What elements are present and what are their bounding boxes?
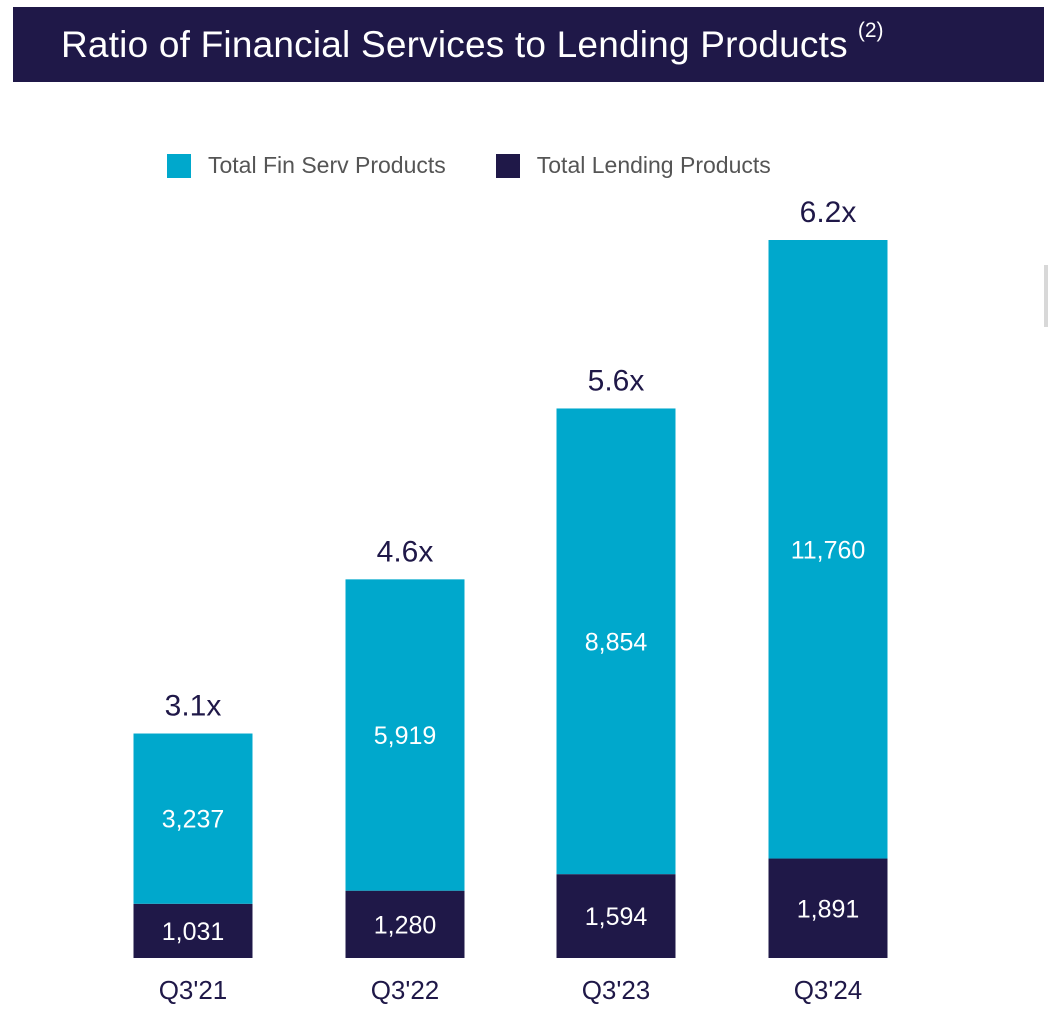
data-label-lending-2: 1,594 <box>585 903 648 931</box>
chart-title: Ratio of Financial Services to Lending P… <box>61 23 848 65</box>
legend-item-lending: Total Lending Products <box>495 152 771 179</box>
legend-swatch-fin-serv <box>167 153 191 178</box>
chart-legend: Total Fin Serv Products Total Lending Pr… <box>167 152 771 179</box>
x-tick-label-0: Q3'21 <box>159 975 228 1005</box>
data-label-fin-serv-3: 11,760 <box>791 536 866 564</box>
legend-item-fin-serv: Total Fin Serv Products <box>167 152 446 179</box>
x-tick-label-2: Q3'23 <box>582 975 651 1005</box>
legend-label-fin-serv: Total Fin Serv Products <box>208 152 446 178</box>
bar-fin-serv-3 <box>768 240 888 859</box>
data-label-lending-0: 1,031 <box>162 918 225 946</box>
bar-lending-1 <box>345 890 465 958</box>
data-label-lending-3: 1,891 <box>797 895 860 923</box>
data-label-lending-1: 1,280 <box>374 911 437 939</box>
bar-lending-2 <box>556 874 676 958</box>
x-tick-label-1: Q3'22 <box>371 975 440 1005</box>
ratio-label-1: 4.6x <box>377 535 434 568</box>
legend-label-lending: Total Lending Products <box>536 152 771 178</box>
chart-title-bar: Ratio of Financial Services to Lending P… <box>13 7 1044 82</box>
chart-title-footnote: (2) <box>857 18 884 42</box>
bar-fin-serv-2 <box>556 408 676 875</box>
bar-fin-serv-1 <box>345 579 465 891</box>
bar-fin-serv-0 <box>133 733 253 904</box>
bar-lending-0 <box>133 903 253 958</box>
data-label-fin-serv-0: 3,237 <box>162 806 225 834</box>
bar-lending-3 <box>768 858 888 958</box>
ratio-label-0: 3.1x <box>165 690 222 723</box>
ratio-label-3: 6.2x <box>800 196 857 229</box>
scrollbar-thumb <box>1044 265 1048 327</box>
x-tick-label-3: Q3'24 <box>794 975 863 1005</box>
ratio-label-2: 5.6x <box>588 364 645 397</box>
data-label-fin-serv-1: 5,919 <box>374 722 437 750</box>
legend-swatch-lending <box>495 153 520 178</box>
data-label-fin-serv-2: 8,854 <box>585 628 648 656</box>
